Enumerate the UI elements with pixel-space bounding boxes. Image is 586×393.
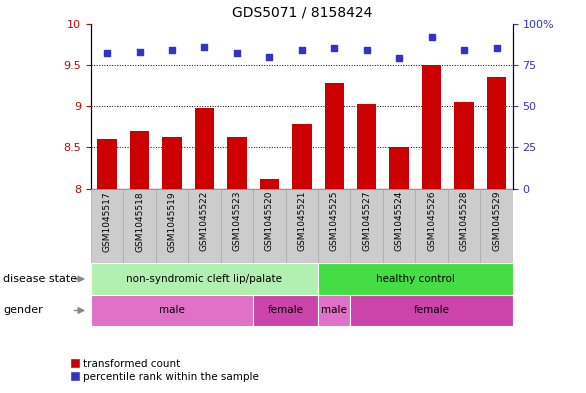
Bar (91, 263, 318, 295)
Text: GSM1045518: GSM1045518 (135, 191, 144, 252)
Bar (415, 189, 448, 263)
Bar (422, 65, 441, 189)
Point (362, 47, 372, 53)
Text: GSM1045527: GSM1045527 (362, 191, 371, 252)
Bar (227, 137, 247, 189)
Point (232, 50, 241, 57)
Bar (195, 108, 214, 189)
Text: non-syndromic cleft lip/palate: non-syndromic cleft lip/palate (127, 274, 282, 284)
Bar (91, 189, 123, 263)
Text: GSM1045523: GSM1045523 (233, 191, 241, 252)
Bar (325, 83, 344, 189)
Title: GDS5071 / 8158424: GDS5071 / 8158424 (231, 6, 372, 20)
Bar (221, 189, 253, 263)
Legend: transformed count, percentile rank within the sample: transformed count, percentile rank withi… (67, 354, 264, 386)
Text: GSM1045525: GSM1045525 (330, 191, 339, 252)
Bar (260, 179, 279, 189)
Bar (123, 189, 156, 263)
Text: GSM1045519: GSM1045519 (168, 191, 176, 252)
Bar (285, 189, 318, 263)
Bar (292, 124, 312, 189)
Point (135, 48, 144, 55)
Point (200, 44, 209, 50)
Point (394, 55, 404, 61)
Point (492, 45, 501, 51)
Text: GSM1045517: GSM1045517 (103, 191, 111, 252)
Text: male: male (159, 305, 185, 316)
Bar (448, 189, 481, 263)
Bar (162, 137, 182, 189)
Bar (454, 102, 474, 189)
Text: GSM1045528: GSM1045528 (459, 191, 469, 252)
Bar (357, 105, 376, 189)
Bar (156, 189, 188, 263)
Text: healthy control: healthy control (376, 274, 455, 284)
Bar (318, 295, 350, 326)
Bar (383, 189, 415, 263)
Text: GSM1045520: GSM1045520 (265, 191, 274, 252)
Text: female: female (268, 305, 304, 316)
Text: gender: gender (3, 305, 43, 316)
Text: disease state: disease state (3, 274, 77, 284)
Bar (91, 295, 253, 326)
Bar (481, 189, 513, 263)
Point (329, 45, 339, 51)
Bar (487, 77, 506, 189)
Point (297, 47, 306, 53)
Bar (318, 189, 350, 263)
Point (427, 34, 437, 40)
Bar (350, 295, 513, 326)
Bar (318, 263, 513, 295)
Text: GSM1045524: GSM1045524 (394, 191, 404, 251)
Point (167, 47, 176, 53)
Text: GSM1045521: GSM1045521 (297, 191, 306, 252)
Point (265, 53, 274, 60)
Bar (188, 189, 221, 263)
Bar (350, 189, 383, 263)
Text: GSM1045529: GSM1045529 (492, 191, 501, 252)
Text: GSM1045522: GSM1045522 (200, 191, 209, 251)
Point (103, 50, 112, 57)
Point (459, 47, 469, 53)
Bar (253, 189, 285, 263)
Bar (130, 131, 149, 189)
Text: GSM1045526: GSM1045526 (427, 191, 436, 252)
Text: male: male (321, 305, 347, 316)
Bar (253, 295, 318, 326)
Bar (390, 147, 409, 189)
Bar (97, 139, 117, 189)
Text: female: female (414, 305, 449, 316)
